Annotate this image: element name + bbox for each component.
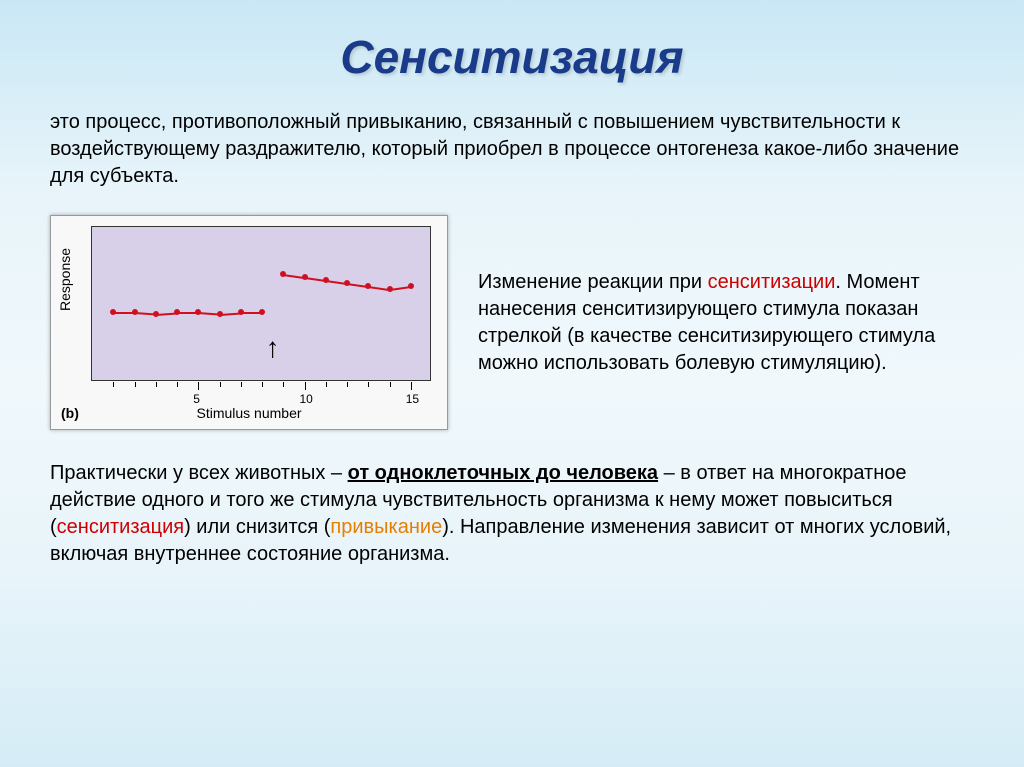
chart-ylabel: Response — [57, 248, 73, 311]
arrow-icon: ↑ — [266, 332, 280, 364]
chart-marker — [280, 271, 286, 277]
conclusion-text: Практически у всех животных – от однокле… — [50, 460, 974, 568]
chart-xlabel: Stimulus number — [196, 405, 301, 421]
chart-marker — [344, 280, 350, 286]
chart-marker — [217, 311, 223, 317]
chart-marker — [387, 286, 393, 292]
chart-plot: 51015↑ — [91, 226, 431, 381]
chart-marker — [365, 283, 371, 289]
chart-marker — [110, 309, 116, 315]
chart-marker — [174, 309, 180, 315]
chart-marker — [153, 311, 159, 317]
slide-title: Сенситизация — [50, 30, 974, 84]
conclusion-underline: от одноклеточных до человека — [348, 462, 658, 484]
caption-highlight: сенситизации — [708, 271, 836, 293]
conclusion-hl2: привыкание — [330, 516, 442, 538]
chart-marker — [195, 309, 201, 315]
conclusion-hl1: сенситизация — [57, 516, 184, 538]
chart-marker — [302, 274, 308, 280]
chart-panel-label: (b) — [61, 405, 79, 421]
intro-text: это процесс, противоположный привыканию,… — [50, 109, 974, 190]
middle-section: Response 51015↑ Stimulus number (b) Изме… — [50, 215, 974, 430]
chart-caption: Изменение реакции при сенситизации. Моме… — [478, 269, 974, 377]
chart-marker — [238, 309, 244, 315]
chart-marker — [132, 309, 138, 315]
chart-marker — [323, 277, 329, 283]
xtick-label: 15 — [406, 392, 419, 406]
xtick-label: 5 — [193, 392, 200, 406]
conclusion-t1: Практически у всех животных – — [50, 462, 348, 484]
chart-marker — [408, 283, 414, 289]
chart-marker — [259, 309, 265, 315]
xtick-label: 10 — [300, 392, 313, 406]
chart-container: Response 51015↑ Stimulus number (b) — [50, 215, 448, 430]
caption-t1: Изменение реакции при — [478, 271, 708, 293]
conclusion-t3: ) или снизится ( — [184, 516, 330, 538]
